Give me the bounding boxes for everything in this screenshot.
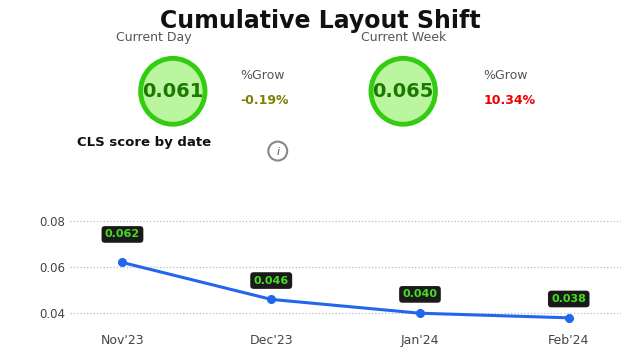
Text: CLS score by date: CLS score by date <box>77 136 211 149</box>
Text: 10.34%: 10.34% <box>483 94 535 107</box>
Circle shape <box>268 142 287 160</box>
Text: 0.040: 0.040 <box>403 289 438 299</box>
Text: 0.061: 0.061 <box>142 82 204 101</box>
Text: Current Week: Current Week <box>360 31 446 44</box>
Text: 0.062: 0.062 <box>105 229 140 240</box>
Text: 0.065: 0.065 <box>372 82 434 101</box>
Text: 0.038: 0.038 <box>551 294 586 304</box>
Text: Current Day: Current Day <box>116 31 191 44</box>
Ellipse shape <box>371 58 435 124</box>
Text: i: i <box>276 146 279 156</box>
Text: Cumulative Layout Shift: Cumulative Layout Shift <box>160 9 480 33</box>
Text: %Grow: %Grow <box>483 69 528 82</box>
Text: %Grow: %Grow <box>240 69 285 82</box>
Ellipse shape <box>141 58 205 124</box>
Text: 0.046: 0.046 <box>253 276 289 286</box>
Text: -0.19%: -0.19% <box>240 94 289 107</box>
